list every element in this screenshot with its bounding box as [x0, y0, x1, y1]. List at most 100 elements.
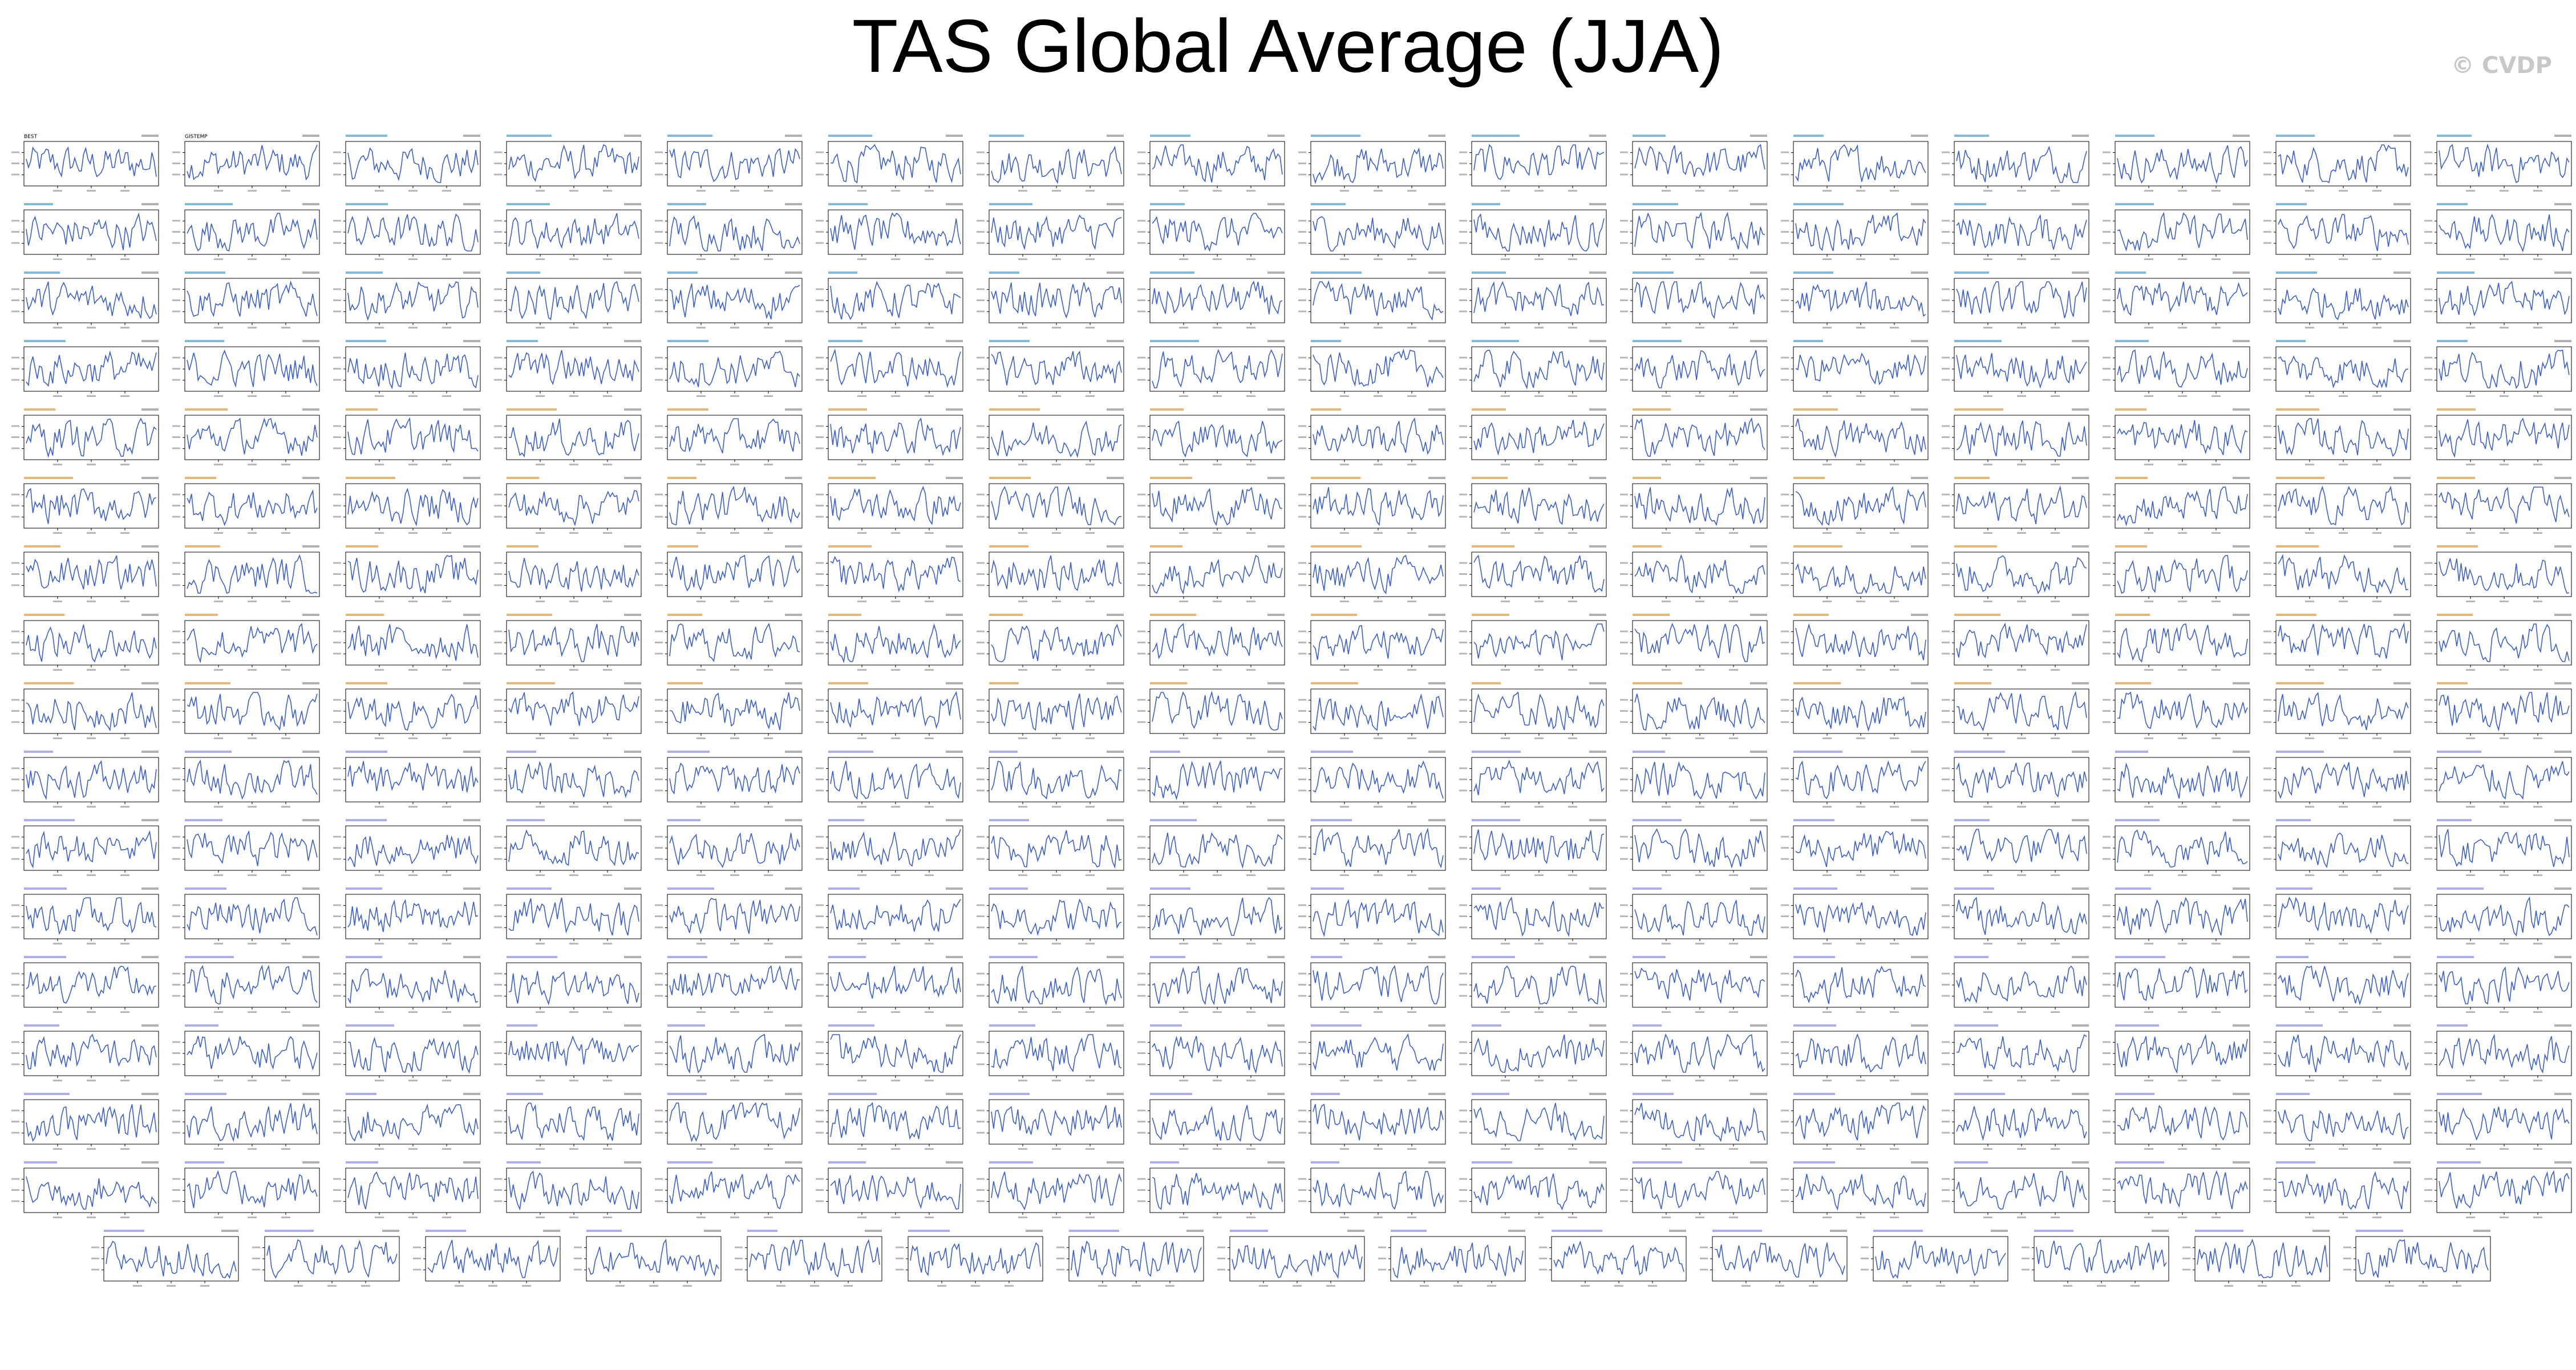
panel [1620, 1024, 1768, 1081]
series-line [26, 830, 157, 869]
panel-title-mark [2115, 1024, 2159, 1027]
series-line [830, 691, 961, 729]
panel-frame [506, 825, 642, 871]
panel-frame [1954, 894, 2089, 939]
panel-title-mark [1793, 1161, 1835, 1164]
panel-trend-mark [141, 1093, 159, 1095]
panel-trend-mark [1107, 751, 1124, 753]
panel [1298, 682, 1446, 739]
series-line [1956, 829, 2087, 864]
series-line [2278, 553, 2409, 595]
panel-title-mark [346, 819, 387, 821]
panel-title-mark [1311, 1093, 1340, 1095]
panel-trend-mark [2473, 1230, 2490, 1232]
panel-trend-mark [1911, 682, 1928, 684]
series-line [830, 899, 961, 932]
series-line [991, 1172, 1122, 1211]
panel [1942, 340, 2089, 397]
panel-title-mark [2437, 135, 2472, 137]
panel-title-mark [1633, 135, 1666, 137]
panel [1781, 956, 1929, 1013]
panel [1298, 545, 1446, 602]
panel-trend-mark [946, 408, 963, 411]
panel-frame [828, 1168, 963, 1213]
panel-trend-mark [1911, 1093, 1928, 1095]
panel-title-mark [828, 1024, 874, 1027]
panel [655, 819, 803, 876]
panel-frame [1954, 1168, 2089, 1213]
panel [1378, 1230, 1526, 1287]
panel-frame [1954, 415, 2089, 460]
panel [1137, 1093, 1285, 1150]
panel-trend-mark [785, 271, 802, 274]
panel-trend-mark [785, 1093, 802, 1095]
panel-trend-mark [946, 751, 963, 753]
panel [655, 545, 803, 602]
panel-title-mark [24, 956, 66, 958]
panel [655, 1024, 803, 1081]
panel [655, 887, 803, 945]
series-line [187, 417, 318, 456]
panel [1620, 1161, 1768, 1218]
panel-trend-mark [2072, 819, 2089, 821]
panel-frame [989, 552, 1124, 597]
series-line [2439, 213, 2570, 253]
panel [172, 203, 320, 260]
panel-trend-mark [946, 1161, 963, 1164]
panel-frame [989, 757, 1124, 802]
panel-title-mark [1633, 203, 1678, 205]
panel-trend-mark [2072, 956, 2089, 958]
panel [2103, 203, 2250, 260]
panel-title-mark [185, 682, 230, 684]
panel [2263, 682, 2411, 739]
series-line [347, 761, 479, 793]
series-line [187, 759, 318, 800]
panel-frame [1149, 894, 1285, 939]
panel [2424, 956, 2572, 1013]
panel-trend-mark [624, 1093, 641, 1095]
panel-trend-mark [2233, 887, 2250, 890]
panel-frame [1310, 688, 1446, 734]
panel-title-mark [2437, 819, 2472, 821]
series-line [347, 834, 479, 868]
panel-title-mark [1954, 887, 1994, 890]
series-line [669, 1102, 800, 1142]
panel-trend-mark [1589, 956, 1606, 958]
panel-title-mark [2437, 956, 2474, 958]
panel-frame [1632, 483, 1768, 529]
panel [172, 477, 320, 534]
panel [816, 135, 963, 192]
panel [494, 819, 642, 876]
panel-title: BEST [24, 134, 38, 140]
panel-trend-mark [302, 271, 319, 274]
panel-trend-mark [2393, 135, 2411, 137]
panel [172, 956, 320, 1013]
panel-title-mark [667, 1024, 705, 1027]
panel [2263, 751, 2411, 808]
series-line [1795, 212, 1926, 252]
panel [11, 1161, 159, 1218]
series-line [26, 692, 157, 732]
panel-frame [1149, 1099, 1285, 1145]
panel-title-mark [667, 271, 698, 274]
panel-title-mark [2276, 271, 2317, 274]
series-line [508, 418, 639, 458]
panel-trend-mark [1911, 956, 1928, 958]
series-line [508, 281, 639, 321]
panel-trend-mark [946, 1093, 963, 1095]
panel-title-mark [24, 1161, 57, 1164]
panel-trend-mark [1750, 408, 1767, 411]
series-line [2197, 1238, 2328, 1278]
panel [2424, 819, 2572, 876]
panel [494, 408, 642, 465]
panel-trend-mark [2072, 887, 2089, 890]
panel [735, 1230, 882, 1287]
panel-frame [1471, 278, 1607, 323]
panel-trend-mark [1428, 408, 1445, 411]
panel [1459, 887, 1607, 945]
series-line [1473, 1173, 1605, 1211]
panel-frame [1471, 1031, 1607, 1076]
panel [494, 682, 642, 739]
panel-title-mark [1472, 1024, 1501, 1027]
panel-frame [1632, 1031, 1768, 1076]
